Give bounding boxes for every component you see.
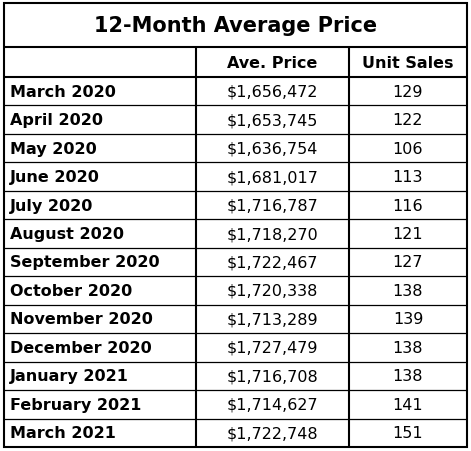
Text: 106: 106 <box>393 141 423 156</box>
Text: May 2020: May 2020 <box>10 141 97 156</box>
Text: February 2021: February 2021 <box>10 397 141 412</box>
Text: 12-Month Average Price: 12-Month Average Price <box>94 16 377 36</box>
Text: $1,727,479: $1,727,479 <box>227 340 318 355</box>
Text: $1,636,754: $1,636,754 <box>227 141 318 156</box>
Text: $1,681,017: $1,681,017 <box>227 170 318 185</box>
Text: November 2020: November 2020 <box>10 312 153 327</box>
Text: $1,656,472: $1,656,472 <box>227 84 318 100</box>
Text: 129: 129 <box>393 84 423 100</box>
Text: 122: 122 <box>393 113 423 128</box>
Text: $1,653,745: $1,653,745 <box>227 113 318 128</box>
Text: August 2020: August 2020 <box>10 226 124 241</box>
Text: $1,718,270: $1,718,270 <box>227 226 318 241</box>
Text: June 2020: June 2020 <box>10 170 100 185</box>
Text: 138: 138 <box>393 340 423 355</box>
Text: $1,716,787: $1,716,787 <box>227 198 318 213</box>
Text: $1,714,627: $1,714,627 <box>227 397 318 412</box>
Text: January 2021: January 2021 <box>10 368 129 383</box>
Text: $1,716,708: $1,716,708 <box>227 368 318 383</box>
Text: September 2020: September 2020 <box>10 255 160 270</box>
Text: Ave. Price: Ave. Price <box>227 55 318 70</box>
Text: December 2020: December 2020 <box>10 340 152 355</box>
Text: 141: 141 <box>393 397 423 412</box>
Text: April 2020: April 2020 <box>10 113 103 128</box>
Text: $1,713,289: $1,713,289 <box>227 312 318 327</box>
Text: $1,722,467: $1,722,467 <box>227 255 318 270</box>
Text: March 2021: March 2021 <box>10 425 116 440</box>
Text: 127: 127 <box>393 255 423 270</box>
Text: 138: 138 <box>393 283 423 298</box>
Text: 151: 151 <box>393 425 423 440</box>
Text: 138: 138 <box>393 368 423 383</box>
Text: $1,720,338: $1,720,338 <box>227 283 318 298</box>
Text: 121: 121 <box>393 226 423 241</box>
Text: Unit Sales: Unit Sales <box>362 55 454 70</box>
Text: October 2020: October 2020 <box>10 283 132 298</box>
Text: 116: 116 <box>393 198 423 213</box>
Text: July 2020: July 2020 <box>10 198 93 213</box>
Text: March 2020: March 2020 <box>10 84 116 100</box>
Text: 113: 113 <box>393 170 423 185</box>
Text: 139: 139 <box>393 312 423 327</box>
Text: $1,722,748: $1,722,748 <box>227 425 318 440</box>
